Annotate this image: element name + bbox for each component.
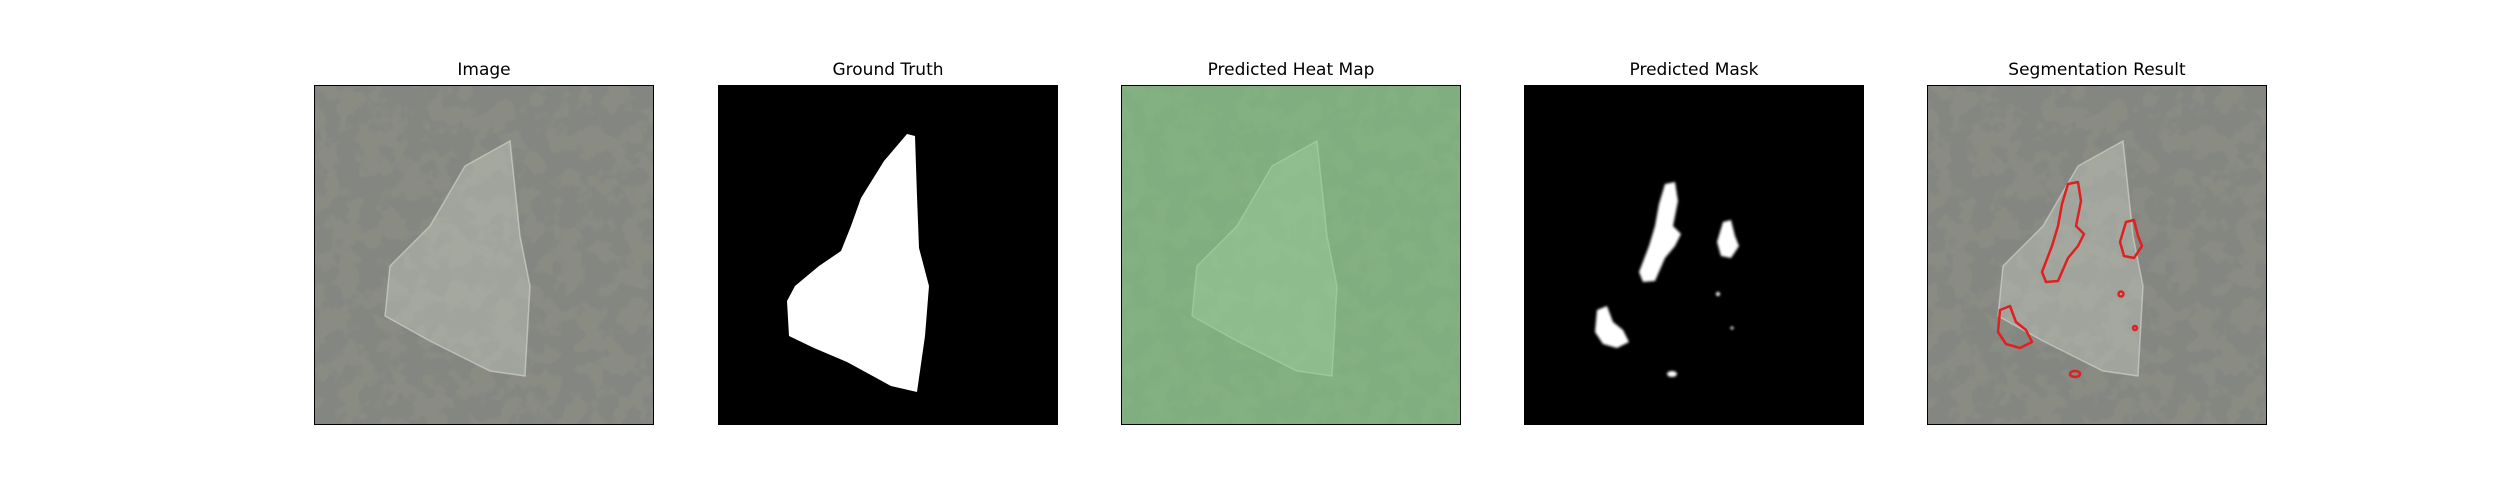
ground-truth-mask [719, 86, 1057, 424]
contour [1996, 304, 2034, 350]
mask-blob [1667, 371, 1677, 377]
panel-title: Image [457, 60, 511, 80]
translucent-fragment [384, 139, 531, 377]
heat-map-overlay [1122, 86, 1460, 424]
heat-tint [1122, 86, 1460, 424]
panel-title: Ground Truth [832, 60, 944, 80]
segmentation-frame [1927, 85, 2267, 425]
panel-title: Predicted Mask [1629, 60, 1759, 80]
ground-truth-region [787, 134, 929, 392]
mask-blob [1730, 326, 1734, 330]
segmentation-overlay [1928, 86, 2266, 424]
panel-title: Segmentation Result [2008, 60, 2186, 80]
mask-blob [1639, 182, 1681, 282]
contour [2118, 218, 2144, 260]
mask-blob [1595, 306, 1629, 348]
image-frame [314, 85, 654, 425]
original-image [315, 86, 653, 424]
predicted-mask [1525, 86, 1863, 424]
mask-blob [1716, 292, 1720, 296]
contour [2131, 324, 2139, 332]
contour [2040, 180, 2086, 284]
predicted-mask-frame [1524, 85, 1864, 425]
panel-title: Predicted Heat Map [1207, 60, 1375, 80]
heat-map-frame [1121, 85, 1461, 425]
mask-blob [1717, 220, 1739, 258]
contour [2117, 290, 2125, 298]
ground-truth-frame [718, 85, 1058, 425]
contour [2068, 369, 2082, 379]
